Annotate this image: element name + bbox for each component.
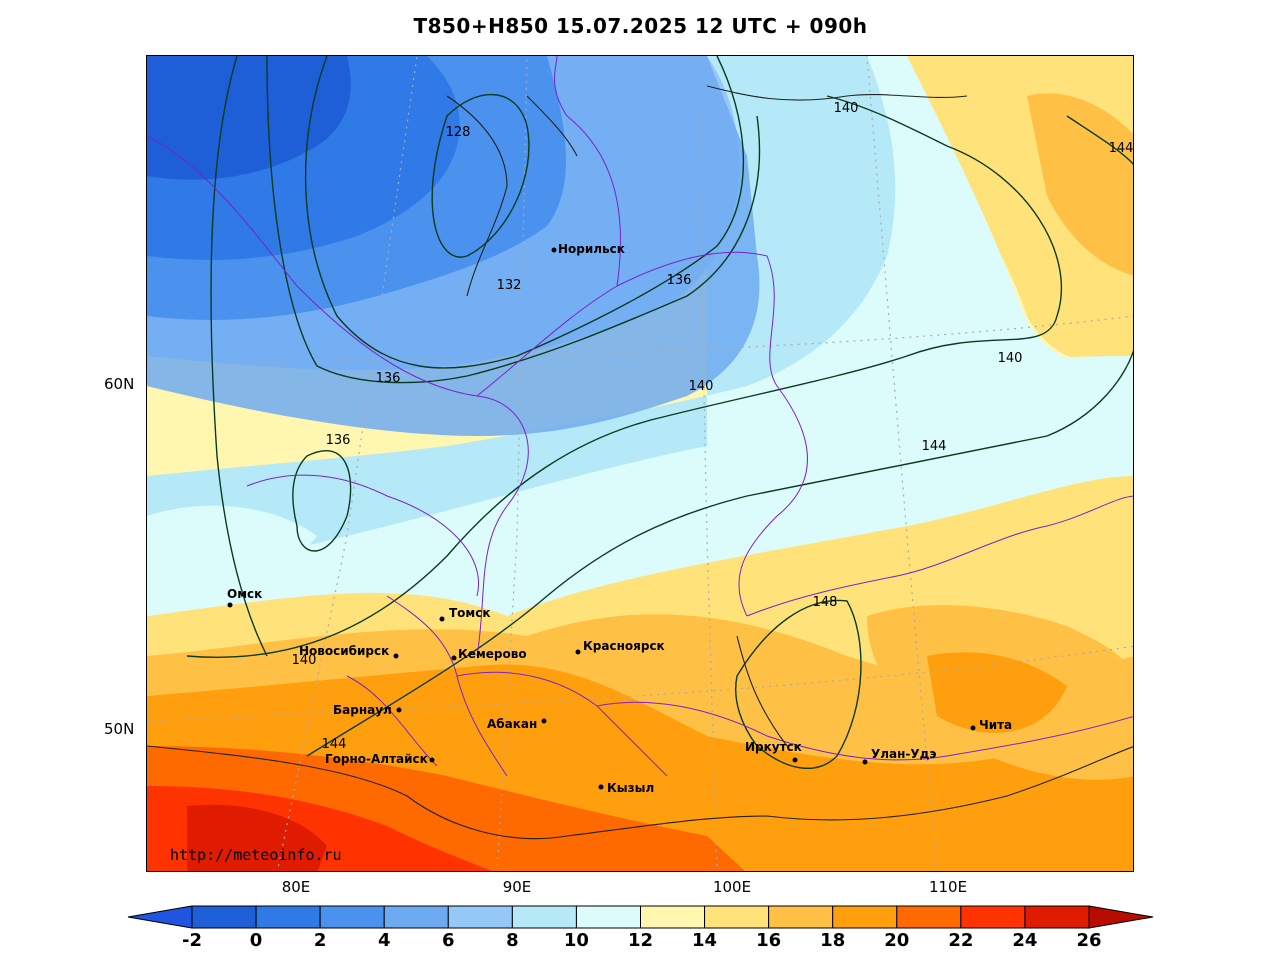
colorbar-tick-label: -2 xyxy=(182,930,202,951)
colorbar-tick-label: 14 xyxy=(692,930,718,951)
map-canvas: 128 132 136 136 136 140 140 140 140 140 … xyxy=(147,56,1134,871)
colorbar-segment xyxy=(768,905,834,929)
city-label: Омск xyxy=(227,587,262,601)
city-label: Кызыл xyxy=(607,781,654,795)
colorbar-tick-label: 6 xyxy=(442,930,455,951)
colorbar-tick-label: 22 xyxy=(948,930,974,951)
colorbar-segment xyxy=(383,905,449,929)
city-dot xyxy=(598,784,604,790)
admin-borders xyxy=(147,56,1133,777)
city-label: Горно-Алтайск xyxy=(325,752,428,766)
colorbar-tick-label: 10 xyxy=(563,930,589,951)
colorbar-segment xyxy=(704,905,770,929)
city-label: Чита xyxy=(979,718,1012,732)
colorbar-tick-label: 20 xyxy=(884,930,910,951)
colorbar-segment xyxy=(1024,905,1090,929)
contour-label: 144 xyxy=(322,737,347,752)
lat-label-50n: 50N xyxy=(104,720,135,738)
watermark: http://meteoinfo.ru xyxy=(170,846,342,864)
city-label: Красноярск xyxy=(583,639,665,653)
contour-label: 136 xyxy=(326,433,351,448)
city-label: Кемерово xyxy=(458,647,527,661)
height-contours xyxy=(186,56,1133,770)
lon-label-90e: 90E xyxy=(502,878,532,896)
colorbar-tick-label: 18 xyxy=(820,930,846,951)
city-dot xyxy=(393,653,399,659)
lon-label-100e: 100E xyxy=(712,878,752,896)
contour-label: 144 xyxy=(1109,141,1134,156)
colorbar-segment xyxy=(640,905,706,929)
city-dot xyxy=(396,707,402,713)
colorbar-segment xyxy=(319,905,385,929)
contour-label: 140 xyxy=(689,379,714,394)
lon-label-110e: 110E xyxy=(928,878,968,896)
colorbar-tick-label: 4 xyxy=(377,930,391,951)
city-dot xyxy=(862,759,868,765)
colorbar-tick-label: 8 xyxy=(506,930,519,951)
colorbar-tick-label: 12 xyxy=(627,930,654,951)
contour-label: 140 xyxy=(834,101,859,116)
city-markers: Норильск Омск Томск Новосибирск Кемерово… xyxy=(227,242,1012,795)
colorbar-tick-label: 2 xyxy=(313,930,327,951)
colorbar-segment xyxy=(447,905,513,929)
city-dot xyxy=(541,718,547,724)
city-dot xyxy=(439,616,445,622)
colorbar-segment xyxy=(255,905,321,929)
contour-label-group: 128 132 136 136 136 140 140 140 140 140 … xyxy=(275,56,1134,752)
colorbar-tick-label: 26 xyxy=(1076,930,1102,951)
map-title: T850+H850 15.07.2025 12 UTC + 090h xyxy=(413,14,868,38)
colorbar-segment xyxy=(896,905,962,929)
colorbar-segment xyxy=(511,905,577,929)
map-panel: 128 132 136 136 136 140 140 140 140 140 … xyxy=(146,55,1134,872)
colorbar-tick-label: 0 xyxy=(249,930,263,951)
colorbar-segment xyxy=(960,905,1026,929)
colorbar-segment xyxy=(575,905,642,929)
colorbar-segment xyxy=(832,905,898,929)
city-dot xyxy=(792,757,798,763)
contour-label: 136 xyxy=(376,371,401,386)
colorbar-tick-label: 16 xyxy=(756,930,782,951)
city-dot xyxy=(551,247,557,253)
city-label: Новосибирск xyxy=(299,644,389,658)
contour-label: 128 xyxy=(446,125,471,140)
colorbar-arrow-high xyxy=(1088,905,1154,929)
coastlines xyxy=(147,85,1133,840)
city-label: Иркутск xyxy=(745,740,802,754)
contour-label: 136 xyxy=(667,273,692,288)
city-label: Абакан xyxy=(487,717,537,731)
city-label: Улан-Удэ xyxy=(871,747,936,761)
city-dot xyxy=(429,757,435,763)
lat-label-60n: 60N xyxy=(104,375,135,393)
colorbar-segment xyxy=(191,905,257,929)
colorbar-tick-label: 24 xyxy=(1012,930,1038,951)
city-dot xyxy=(970,725,976,731)
contour-label: 140 xyxy=(275,56,300,60)
city-label: Барнаул xyxy=(333,703,392,717)
contour-label: 140 xyxy=(292,653,317,668)
contour-label: 140 xyxy=(998,351,1023,366)
graticule xyxy=(147,56,1133,871)
contour-label: 148 xyxy=(813,595,838,610)
city-label: Норильск xyxy=(558,242,625,256)
city-dot xyxy=(227,602,233,608)
lon-label-80e: 80E xyxy=(281,878,311,896)
city-dot xyxy=(451,655,457,661)
city-label: Томск xyxy=(449,606,491,620)
city-dot xyxy=(575,649,581,655)
contour-label: 132 xyxy=(497,278,522,293)
contour-label: 144 xyxy=(922,439,947,454)
colorbar-arrow-low xyxy=(127,905,193,929)
